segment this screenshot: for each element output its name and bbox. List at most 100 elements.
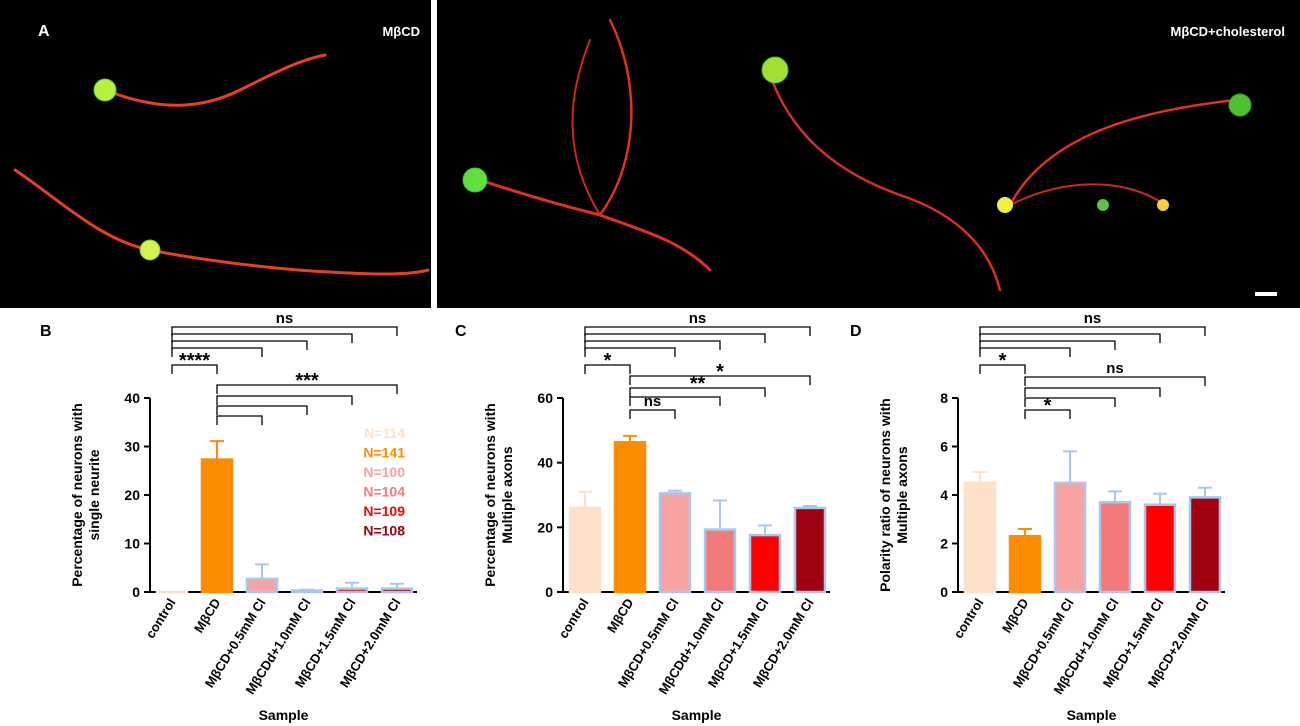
x-axis-label: Sample [1067, 707, 1117, 723]
y-tick-label: 4 [940, 487, 948, 503]
bar [793, 506, 827, 594]
bar [658, 492, 692, 594]
significance-label: ns [1106, 360, 1124, 377]
error-bar [300, 588, 314, 591]
error-bar [1108, 490, 1122, 503]
error-bar [1198, 486, 1212, 498]
significance-bracket [171, 364, 218, 374]
significance-bracket [216, 384, 398, 394]
neurons-decor [13, 18, 1252, 292]
significance-label: * [1044, 395, 1052, 417]
y-axis-label-line: Polarity ratio of neurons with [877, 398, 893, 592]
significance-bracket [584, 340, 721, 350]
bar [568, 506, 602, 594]
panel-label: B [40, 323, 52, 340]
error-bar [210, 440, 224, 460]
bar [200, 458, 234, 594]
significance-bracket [171, 333, 353, 343]
n-label: N=141 [363, 445, 405, 461]
error-bar [803, 504, 817, 508]
bar [1008, 534, 1042, 594]
x-tick-label: MβCD [191, 596, 224, 636]
significance-bracket [979, 333, 1161, 343]
y-tick-label: 20 [537, 519, 553, 535]
y-tick-label: 0 [545, 584, 553, 600]
significance-label: **** [179, 350, 210, 372]
y-tick-label: 40 [537, 455, 553, 471]
n-label: N=104 [363, 484, 405, 500]
significance-label: ns [644, 393, 662, 410]
bar [703, 528, 737, 594]
significance-bracket [584, 326, 811, 336]
significance-bracket [979, 364, 1026, 374]
significance-label: ** [690, 373, 706, 395]
x-tick-label: control [555, 596, 591, 641]
significance-label: ns [276, 310, 294, 327]
significance-bracket [584, 364, 631, 374]
error-bar [1018, 527, 1032, 537]
panel-label: C [455, 323, 467, 340]
bar [1143, 503, 1177, 594]
significance-bracket [1024, 409, 1071, 419]
significance-label: *** [295, 370, 319, 392]
error-bar [345, 581, 359, 589]
significance-label: * [604, 350, 612, 372]
significance-bracket [216, 415, 263, 425]
x-tick-label: control [142, 596, 178, 641]
x-tick-label: control [950, 596, 986, 641]
significance-bracket [171, 326, 398, 336]
y-axis-label-line: Multiple axons [894, 446, 910, 543]
y-axis-label: Percentage of neurons withMultiple axons [482, 403, 515, 587]
bar [748, 533, 782, 594]
error-bar [1063, 450, 1077, 483]
bar [1188, 496, 1222, 594]
bar [963, 481, 997, 594]
significance-bracket [216, 395, 353, 405]
significance-bracket [171, 340, 308, 350]
panel-label: D [850, 323, 862, 340]
significance-bracket [1024, 376, 1206, 386]
significance-bracket [1024, 397, 1116, 407]
bar [1053, 481, 1087, 594]
error-bar [973, 470, 987, 483]
bar [245, 577, 279, 594]
error-bar [1153, 492, 1167, 505]
significance-bracket [629, 409, 676, 419]
y-tick-label: 20 [124, 487, 140, 503]
y-axis-label: Percentage of neurons withsingle neurite [69, 403, 102, 587]
significance-bracket [584, 333, 766, 343]
bar [290, 589, 324, 594]
error-bar [255, 563, 269, 579]
n-label: N=108 [363, 523, 405, 539]
y-tick-label: 40 [124, 390, 140, 406]
y-axis-label-line: Multiple axons [499, 446, 515, 543]
bar [1098, 501, 1132, 594]
y-axis-label: Polarity ratio of neurons withMultiple a… [877, 398, 910, 592]
significance-bracket [979, 340, 1116, 350]
error-bar [578, 490, 592, 508]
y-tick-label: 2 [940, 536, 948, 552]
n-label: N=114 [364, 425, 405, 441]
micrograph-right [437, 0, 1300, 308]
y-tick-label: 8 [940, 390, 948, 406]
significance-bracket [629, 375, 811, 385]
significance-label: ns [689, 310, 707, 327]
bar [380, 587, 414, 594]
x-tick-label: MβCD [604, 596, 637, 636]
y-axis-label-line: single neurite [86, 449, 102, 540]
significance-bracket [629, 387, 766, 397]
y-tick-label: 0 [132, 584, 140, 600]
significance-label: * [716, 361, 724, 383]
x-axis-label: Sample [672, 707, 722, 723]
y-tick-label: 60 [537, 390, 553, 406]
significance-bracket [216, 405, 308, 415]
significance-bracket [979, 347, 1071, 357]
panel-label: A [38, 23, 50, 40]
x-tick-label: MβCD [999, 596, 1032, 636]
y-tick-label: 30 [124, 439, 140, 455]
bar [613, 441, 647, 594]
error-bar [623, 434, 637, 443]
significance-label: * [999, 350, 1007, 372]
